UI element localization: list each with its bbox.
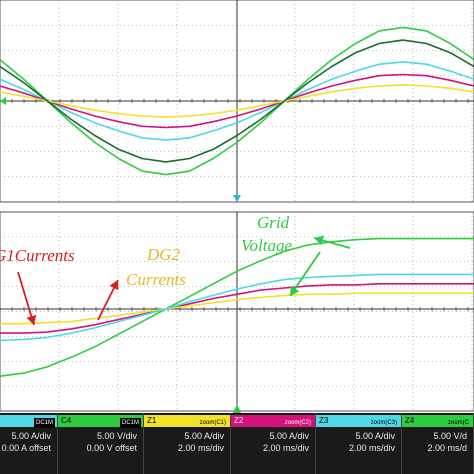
- dg1-arrow-a-shaft: [17, 271, 35, 326]
- trace-panel1-series2: [0, 292, 474, 325]
- dg2-currents-label-line1: DG2: [147, 245, 181, 264]
- trigger-marker-top: [233, 195, 241, 202]
- grid-voltage-label-line2: Voltage: [241, 236, 292, 255]
- channel-head: Z1 zoom(C1): [144, 415, 230, 427]
- grid-voltage-label-line1: Grid: [257, 213, 290, 232]
- trace-panel0-series4: [0, 39, 474, 163]
- dg1-arrow-b-head: [109, 280, 119, 291]
- channel-head: Z2 zoom(C2): [231, 415, 315, 427]
- grid-arrow-a-head: [290, 285, 300, 296]
- channel-box-z1[interactable]: Z1 zoom(C1) 5.00 A/div 2.00 ms/div: [144, 413, 231, 474]
- channel-box-c1[interactable]: DC1M 5.00 A/div 0.00 A offset: [0, 413, 58, 474]
- trace-panel0-series0: [0, 26, 474, 176]
- channel-box-c4[interactable]: C4 DC1M 5.00 V/div 0.00 V offset: [58, 413, 144, 474]
- trace-panel0-series1: [0, 61, 474, 141]
- channel-head: Z3 zoom(C3): [316, 415, 401, 427]
- channel-box-z4[interactable]: Z4 zoom(C 5.00 V/d 2.00 ms/d: [402, 413, 474, 474]
- channel-head: DC1M: [0, 415, 57, 428]
- channel-box-z2[interactable]: Z2 zoom(C2) 5.00 A/div 2.00 ms/div: [231, 413, 316, 474]
- trace-panel0-series2: [0, 73, 474, 129]
- waveform-plot: [0, 0, 474, 413]
- trace-panel1-series1: [0, 282, 474, 334]
- dg2-currents-label-line2: Currents: [126, 270, 186, 289]
- channel-status-bar: DC1M 5.00 A/div 0.00 A offset C4 DC1M 5.0…: [0, 413, 474, 474]
- dg1-currents-label: G1Currents: [0, 246, 75, 265]
- grid-arrow-b-head: [314, 235, 324, 246]
- ground-marker: [0, 97, 6, 105]
- trace-panel0-series3: [0, 84, 474, 118]
- trace-panel1-series3: [0, 273, 474, 342]
- trigger-marker-bottom: [233, 404, 241, 413]
- channel-head: Z4 zoom(C: [402, 415, 473, 427]
- dg1-arrow-a-head: [26, 314, 37, 325]
- trace-panel1-series0: [0, 237, 474, 377]
- channel-head: C4 DC1M: [58, 415, 143, 428]
- channel-box-z3[interactable]: Z3 zoom(C3) 5.00 A/div 2.00 ms/div: [316, 413, 402, 474]
